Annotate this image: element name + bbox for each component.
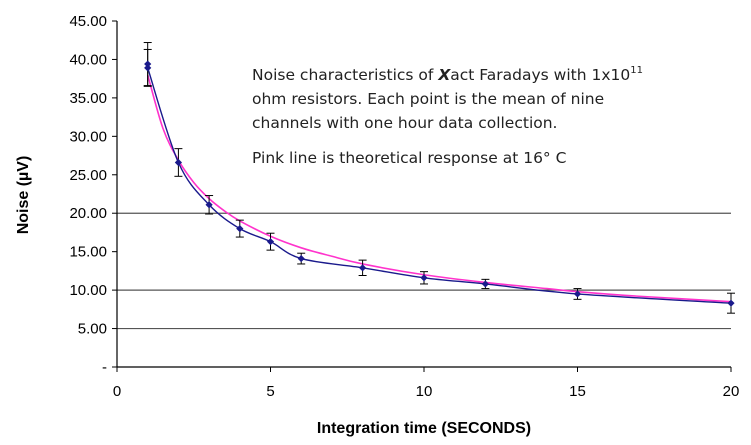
x-tick-label: 10 — [416, 383, 433, 400]
data-point — [573, 290, 582, 298]
data-series — [143, 42, 735, 314]
annotation-line-2: ohm resistors. Each point is the mean of… — [252, 90, 604, 108]
data-point — [144, 64, 152, 72]
data-point — [359, 264, 367, 272]
data-point — [174, 158, 182, 167]
y-tick-label: 15.00 — [69, 244, 107, 261]
annotation-line-3: channels with one hour data collection. — [252, 114, 557, 132]
x-axis-title: Integration time (SECONDS) — [317, 420, 531, 437]
y-tick-label: 25.00 — [69, 167, 107, 184]
y-tick-label: - — [102, 359, 107, 376]
data-point — [205, 201, 213, 209]
x-tick-label: 15 — [569, 383, 586, 400]
data-point — [727, 299, 735, 307]
data-point — [420, 274, 428, 282]
y-tick-label: 40.00 — [69, 51, 107, 68]
x-tick-label: 0 — [113, 383, 121, 400]
y-tick-label: 30.00 — [69, 128, 107, 145]
data-point — [481, 280, 489, 288]
gridlines — [117, 212, 731, 330]
y-tick-label: 10.00 — [69, 282, 107, 299]
theoretical-line — [146, 74, 732, 303]
annotation-line-1: Noise characteristics of Xact Faradays w… — [252, 65, 643, 84]
measured-line — [147, 67, 732, 304]
y-tick-label: 45.00 — [69, 13, 107, 30]
y-tick-label: 20.00 — [69, 205, 107, 222]
annotation: Noise characteristics of Xact Faradays w… — [252, 65, 643, 167]
annotation-line-4: Pink line is theoretical response at 16°… — [252, 149, 566, 167]
data-point — [144, 60, 152, 68]
axes — [112, 20, 732, 372]
data-point — [236, 225, 244, 233]
x-tick-label: 20 — [723, 383, 740, 400]
y-tick-labels: - 5.00 10.00 15.00 20.00 25.00 30.00 35.00 40.00… — [69, 13, 107, 376]
x-tick-label: 5 — [266, 383, 274, 400]
y-tick-label: 5.00 — [78, 321, 107, 338]
data-point — [297, 254, 305, 263]
y-tick-label: 35.00 — [69, 90, 107, 107]
y-axis-title: Noise (µV) — [15, 156, 32, 235]
x-tick-labels: 0 5 10 15 20 — [113, 383, 740, 400]
data-point — [266, 238, 275, 246]
